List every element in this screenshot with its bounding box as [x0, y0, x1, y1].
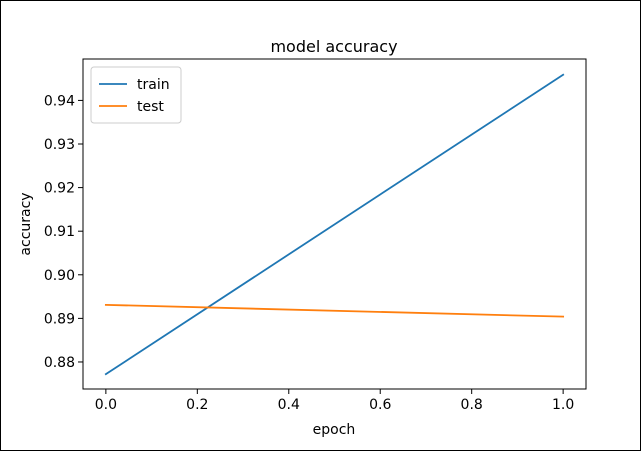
- y-tick-label: 0.90: [44, 268, 75, 284]
- y-tick-label: 0.92: [44, 181, 75, 197]
- legend-box: [90, 66, 182, 124]
- legend-label-test: test: [137, 99, 164, 115]
- y-tick-label: 0.93: [44, 137, 75, 153]
- legend-label-train: train: [137, 77, 170, 93]
- x-tick-label: 0.0: [95, 397, 117, 413]
- x-tick-label: 0.8: [461, 397, 483, 413]
- chart-title: model accuracy: [270, 37, 397, 56]
- x-axis: 0.0 0.2 0.4 0.6 0.8 1.0: [95, 389, 574, 413]
- y-axis-label: accuracy: [18, 192, 34, 255]
- y-tick-label: 0.94: [44, 93, 75, 109]
- y-tick-label: 0.89: [44, 311, 75, 327]
- legend: train test: [90, 66, 182, 124]
- y-tick-label: 0.88: [44, 355, 75, 371]
- x-tick-label: 1.0: [552, 397, 574, 413]
- series-line-test: [104, 303, 565, 318]
- y-axis: 0.88 0.89 0.90 0.91 0.92 0.93 0.94: [44, 93, 83, 371]
- x-axis-label: epoch: [313, 422, 356, 438]
- plot-frame: [82, 58, 587, 390]
- x-tick-label: 0.2: [186, 397, 208, 413]
- series-layer: [104, 73, 565, 376]
- series-line-train: [104, 73, 565, 376]
- y-tick-label: 0.91: [44, 224, 75, 240]
- x-tick-label: 0.4: [278, 397, 300, 413]
- x-tick-label: 0.6: [369, 397, 391, 413]
